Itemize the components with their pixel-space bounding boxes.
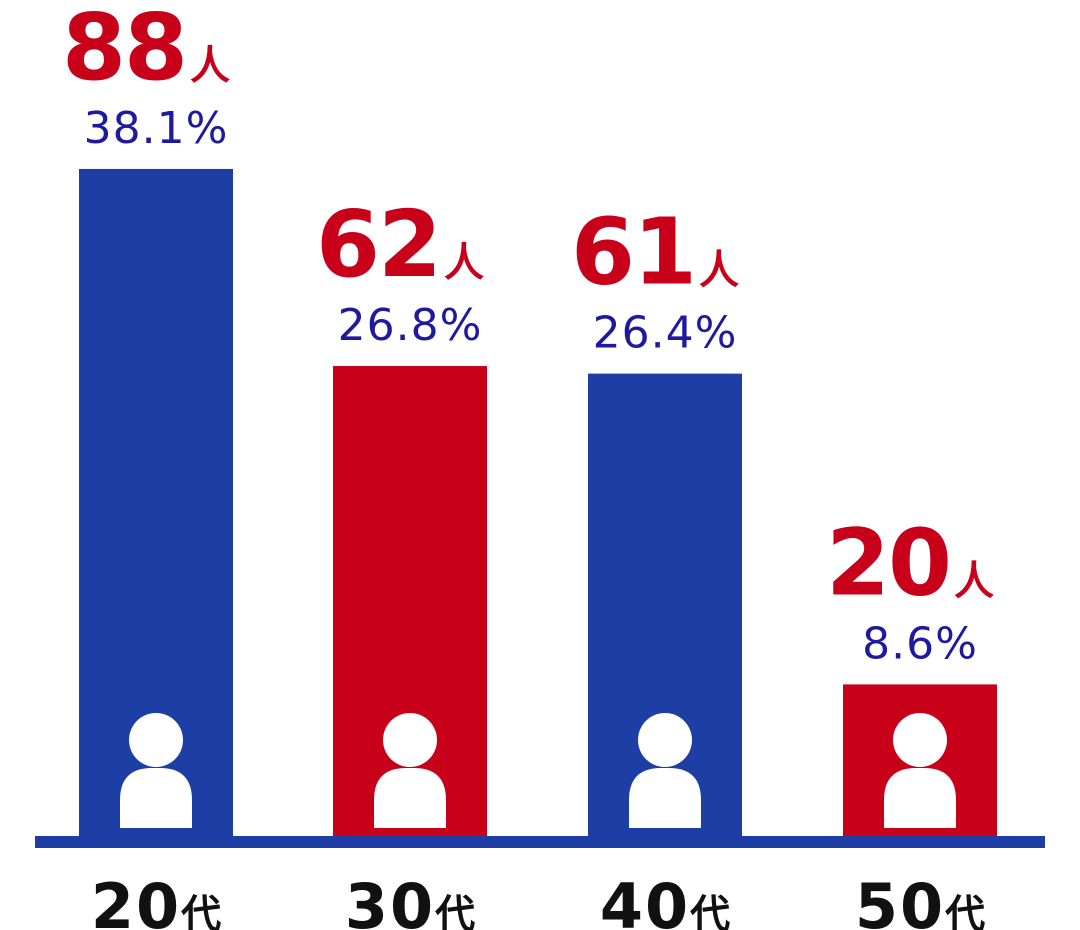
person-icon [374, 713, 446, 828]
x-axis-baseline [35, 836, 1045, 848]
category-tick-label: 30代 [345, 870, 475, 930]
person-icon [884, 713, 956, 828]
count-label: 88 人 [62, 0, 230, 101]
percent-label: 26.4% [593, 308, 738, 359]
person-icon [120, 713, 192, 828]
category-tick-label: 40代 [600, 870, 730, 930]
percent-label: 26.8% [338, 300, 483, 351]
percent-label: 38.1% [84, 103, 229, 154]
count-label: 20 人 [826, 509, 994, 616]
count-unit: 人 [444, 240, 484, 286]
count-unit: 人 [699, 248, 739, 294]
count-label: 62 人 [316, 191, 484, 298]
count-number: 88 [62, 0, 186, 101]
category-tick-label: 50代 [855, 870, 985, 930]
count-unit: 人 [954, 558, 994, 604]
count-unit: 人 [190, 43, 230, 89]
person-icon [629, 713, 701, 828]
count-number: 20 [826, 509, 950, 616]
category-tick-label: 20代 [91, 870, 221, 930]
count-label: 61 人 [571, 199, 739, 306]
count-number: 62 [316, 191, 440, 298]
percent-label: 8.6% [862, 618, 978, 669]
count-number: 61 [571, 199, 695, 306]
